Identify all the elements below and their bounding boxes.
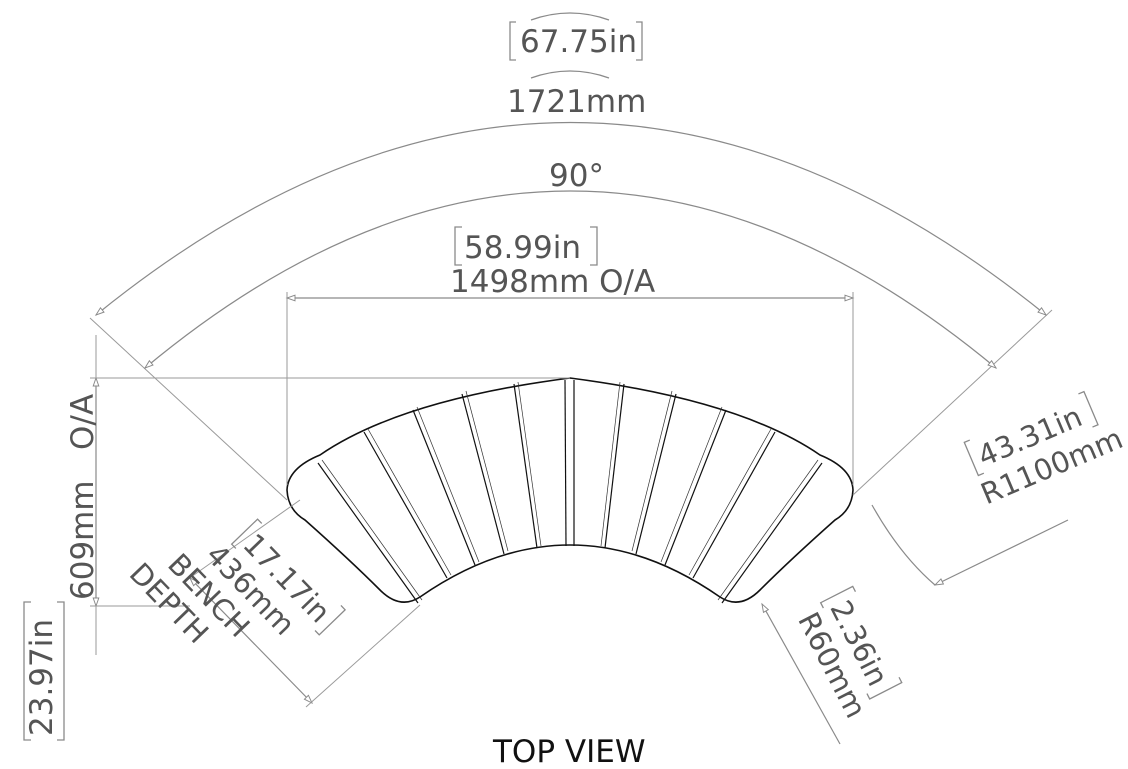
angle-label: 90° (549, 158, 604, 194)
outer-radius-dimension (871, 504, 1069, 586)
bench-outline (286, 377, 854, 603)
overall-width-dimension (285, 292, 855, 485)
bench-depth-dimension (183, 499, 421, 708)
corner-radius-dimension (761, 602, 841, 745)
overall-width-inches-label: 58.99in (464, 230, 581, 266)
angle-dimension (143, 190, 998, 369)
corner-radius-labels: 2.36in R60mm (791, 585, 903, 723)
outer-arc-inches-label: 67.75in (520, 24, 637, 60)
overall-depth-suffix-label: O/A (65, 394, 101, 450)
outer-radius-labels: 43.31in R1100mm (963, 390, 1128, 511)
overall-depth-mm-label: 609mm (65, 480, 101, 600)
outer-arc-dimension (89, 12, 1053, 501)
outer-arc-mm-label: 1721mm (507, 84, 646, 120)
overall-depth-labels: 23.97in 609mm O/A (23, 394, 101, 741)
view-title: TOP VIEW (492, 734, 645, 769)
bench-slats (317, 379, 823, 604)
overall-depth-inches-label: 23.97in (24, 619, 60, 736)
overall-depth-dimension (90, 335, 570, 655)
overall-width-mm-label: 1498mm O/A (450, 264, 655, 300)
